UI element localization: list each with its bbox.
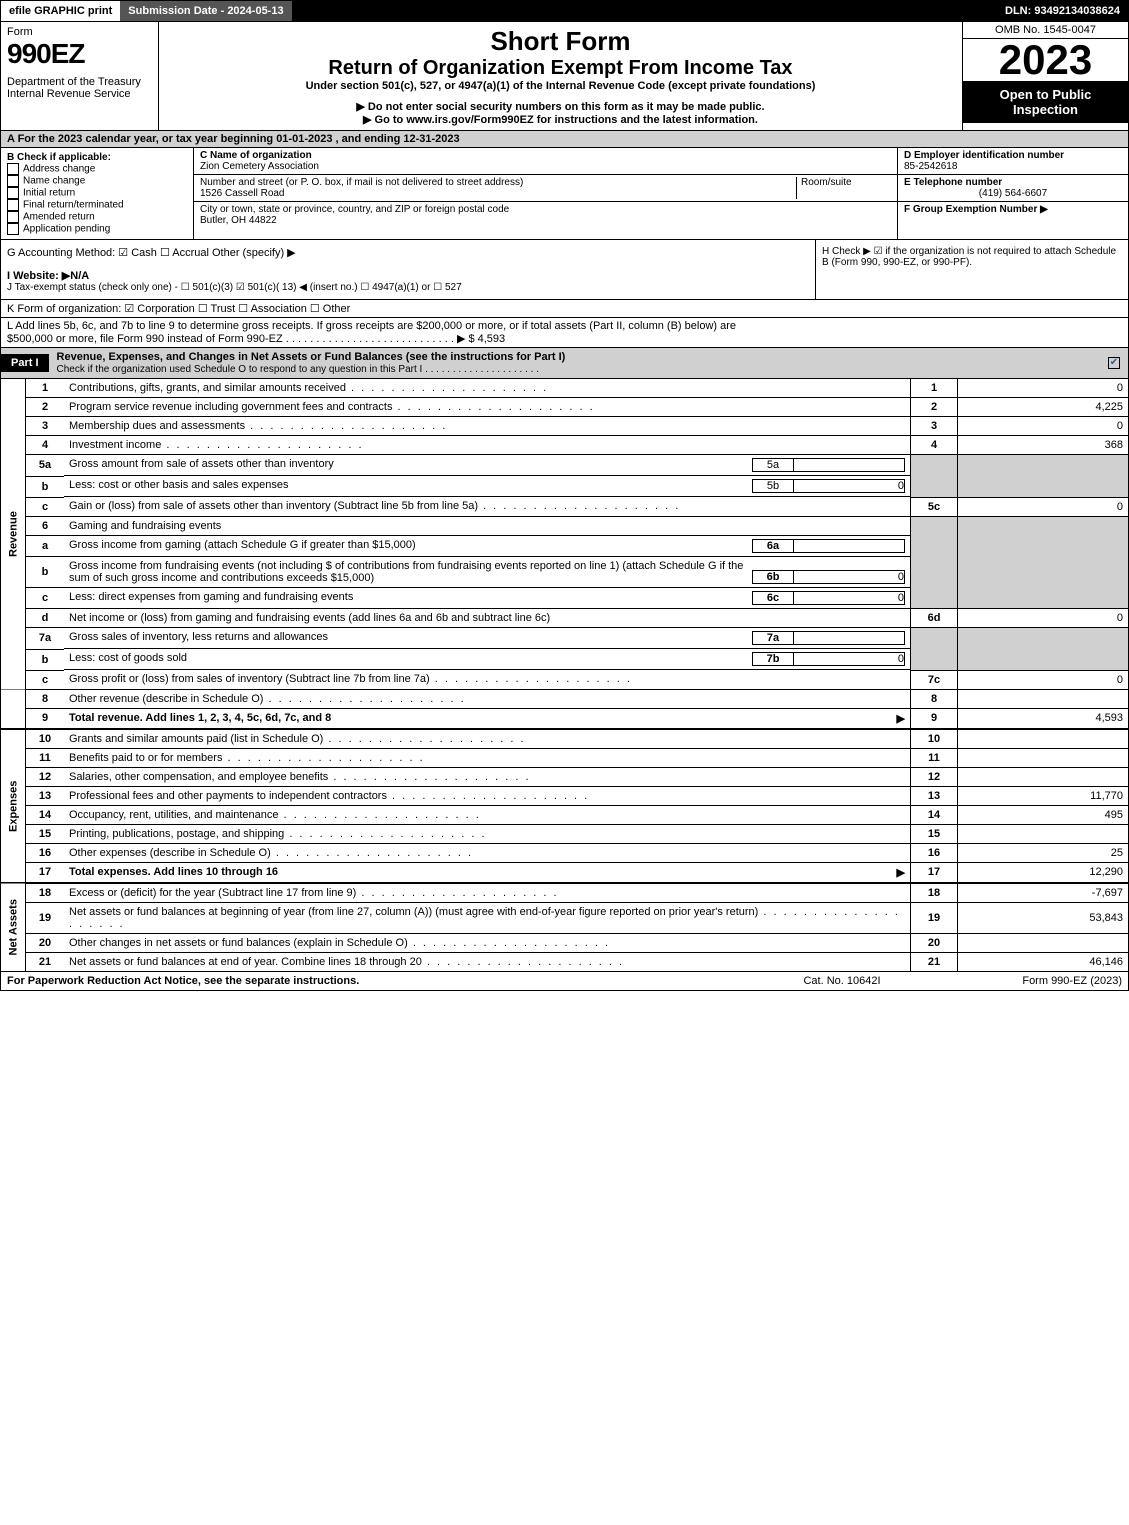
line-19: 19Net assets or fund balances at beginni… [1,902,1129,933]
submission-date: Submission Date - 2024-05-13 [120,1,291,21]
chk-final[interactable]: Final return/terminated [7,199,187,211]
chk-amended[interactable]: Amended return [7,211,187,223]
top-bar: efile GRAPHIC print Submission Date - 20… [0,0,1129,22]
line-3: 3Membership dues and assessments 30 [1,417,1129,436]
section-def: D Employer identification number 85-2542… [897,148,1128,239]
j-line: J Tax-exempt status (check only one) - ☐… [7,282,809,293]
chk-address[interactable]: Address change [7,163,187,175]
note-2[interactable]: ▶ Go to www.irs.gov/Form990EZ for instru… [165,113,956,126]
line-6: 6Gaming and fundraising events [1,516,1129,535]
addr-label: Number and street (or P. O. box, if mail… [200,177,796,188]
page-footer: For Paperwork Reduction Act Notice, see … [0,972,1129,991]
tax-year: 2023 [963,39,1128,81]
section-c: C Name of organization Zion Cemetery Ass… [194,148,897,239]
form-subtitle: Under section 501(c), 527, or 4947(a)(1)… [165,80,956,92]
room-label: Room/suite [796,177,891,199]
line-4: 4Investment income 4368 [1,436,1129,455]
f-label: F Group Exemption Number ▶ [904,204,1122,215]
d-label: D Employer identification number [904,150,1122,161]
i-line: I Website: ▶N/A [7,269,809,282]
org-name: Zion Cemetery Association [200,161,891,172]
header-right: OMB No. 1545-0047 2023 Open to Public In… [962,22,1128,130]
section-a: A For the 2023 calendar year, or tax yea… [0,131,1129,148]
line-1: Revenue 1 Contributions, gifts, grants, … [1,379,1129,398]
e-label: E Telephone number [904,177,1122,188]
line-9: 9 Total revenue. Add lines 1, 2, 3, 4, 5… [1,708,1129,729]
part-1-check-text: Check if the organization used Schedule … [57,364,539,375]
part-1-checkbox[interactable] [1104,357,1128,369]
line-10: Expenses 10Grants and similar amounts pa… [1,729,1129,749]
efile-label[interactable]: efile GRAPHIC print [1,1,120,21]
form-header: Form 990EZ Department of the Treasury In… [0,22,1129,131]
net-assets-side-label: Net Assets [1,883,26,972]
l-line: L Add lines 5b, 6c, and 7b to line 9 to … [0,318,1129,348]
line-17: 17 Total expenses. Add lines 10 through … [1,862,1129,883]
line-16: 16Other expenses (describe in Schedule O… [1,843,1129,862]
k-line: K Form of organization: ☑ Corporation ☐ … [0,300,1129,318]
footer-form: Form 990-EZ (2023) [942,975,1122,987]
line-11: 11Benefits paid to or for members11 [1,748,1129,767]
lines-table: Revenue 1 Contributions, gifts, grants, … [0,379,1129,972]
footer-left: For Paperwork Reduction Act Notice, see … [7,975,742,987]
inspection-badge: Open to Public Inspection [963,81,1128,123]
part-1-label: Part I [1,354,49,372]
short-form-title: Short Form [165,26,956,57]
line-6d: dNet income or (loss) from gaming and fu… [1,609,1129,628]
line-12: 12Salaries, other compensation, and empl… [1,767,1129,786]
part-1-title: Revenue, Expenses, and Changes in Net As… [57,351,566,363]
footer-cat: Cat. No. 10642I [742,975,942,987]
chk-pending[interactable]: Application pending [7,223,187,235]
line-5a: 5a Gross amount from sale of assets othe… [1,455,1129,477]
block-bcdef: B Check if applicable: Address change Na… [0,148,1129,240]
expenses-side-label: Expenses [1,729,26,883]
revenue-side-label: Revenue [1,379,26,689]
line-18: Net Assets 18Excess or (deficit) for the… [1,883,1129,903]
dept-2: Internal Revenue Service [7,88,152,100]
line-13: 13Professional fees and other payments t… [1,786,1129,805]
form-label: Form [7,26,152,38]
form-number: 990EZ [7,38,152,70]
line-5c: cGain or (loss) from sale of assets othe… [1,497,1129,516]
part-1-header: Part I Revenue, Expenses, and Changes in… [0,348,1129,379]
header-left: Form 990EZ Department of the Treasury In… [1,22,159,130]
chk-initial[interactable]: Initial return [7,187,187,199]
phone: (419) 564-6607 [904,188,1122,199]
h-line: H Check ▶ ☑ if the organization is not r… [815,240,1128,299]
gh-block: G Accounting Method: ☑ Cash ☐ Accrual Ot… [0,240,1129,300]
g-line: G Accounting Method: ☑ Cash ☐ Accrual Ot… [7,246,809,259]
c-label: C Name of organization [200,150,891,161]
form-title: Return of Organization Exempt From Incom… [165,57,956,80]
line-21: 21Net assets or fund balances at end of … [1,952,1129,971]
line-14: 14Occupancy, rent, utilities, and mainte… [1,805,1129,824]
dept-1: Department of the Treasury [7,76,152,88]
chk-name[interactable]: Name change [7,175,187,187]
line-15: 15Printing, publications, postage, and s… [1,824,1129,843]
section-b: B Check if applicable: Address change Na… [1,148,194,239]
line-7a: 7a Gross sales of inventory, less return… [1,628,1129,650]
ein: 85-2542618 [904,161,1122,172]
line-20: 20Other changes in net assets or fund ba… [1,933,1129,952]
city-state-zip: Butler, OH 44822 [200,215,891,226]
street-address: 1526 Cassell Road [200,188,796,199]
city-label: City or town, state or province, country… [200,204,891,215]
note-1: ▶ Do not enter social security numbers o… [165,100,956,113]
line-7c: cGross profit or (loss) from sales of in… [1,670,1129,689]
header-center: Short Form Return of Organization Exempt… [159,22,962,130]
b-title: B Check if applicable: [7,152,187,163]
dln-label: DLN: 93492134038624 [997,1,1128,21]
line-2: 2Program service revenue including gover… [1,398,1129,417]
line-8: 8Other revenue (describe in Schedule O) … [1,689,1129,708]
